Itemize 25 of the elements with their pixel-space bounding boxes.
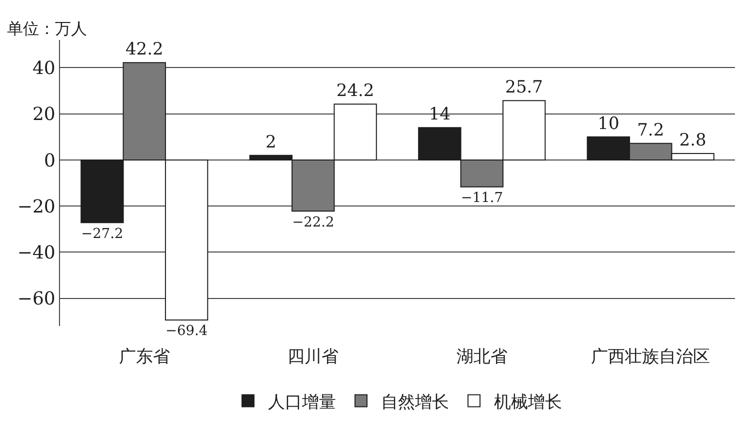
- legend-label: 机械增长: [494, 392, 562, 412]
- x-tick-label: 湖北省: [456, 347, 508, 367]
- x-tick-label: 广西壮族自治区: [591, 347, 710, 367]
- legend-label: 自然增长: [381, 392, 449, 412]
- y-tick-label: −60: [17, 288, 56, 310]
- data-label: 2: [266, 132, 276, 152]
- x-tick-label: 广东省: [118, 347, 170, 367]
- data-label: 25.7: [505, 78, 543, 98]
- y-tick-label: 20: [32, 104, 56, 126]
- data-label: −11.7: [460, 190, 503, 206]
- x-tick-label: 四川省: [288, 347, 339, 367]
- data-label: 7.2: [637, 120, 664, 140]
- y-tick-label: 0: [44, 150, 56, 172]
- data-label: −69.4: [165, 323, 208, 340]
- data-label: 10: [598, 114, 620, 134]
- data-label: 24.2: [336, 81, 374, 102]
- data-label: −27.2: [81, 226, 124, 242]
- data-label: 2.8: [679, 130, 706, 150]
- y-axis-title: 单位：万人: [7, 19, 87, 38]
- data-label: 42.2: [125, 40, 164, 60]
- y-tick-label: 40: [32, 58, 56, 79]
- y-tick-label: −20: [17, 196, 56, 218]
- data-label: −22.2: [292, 214, 334, 230]
- legend-label: 人口增量: [268, 392, 336, 412]
- y-tick-label: −40: [17, 242, 56, 264]
